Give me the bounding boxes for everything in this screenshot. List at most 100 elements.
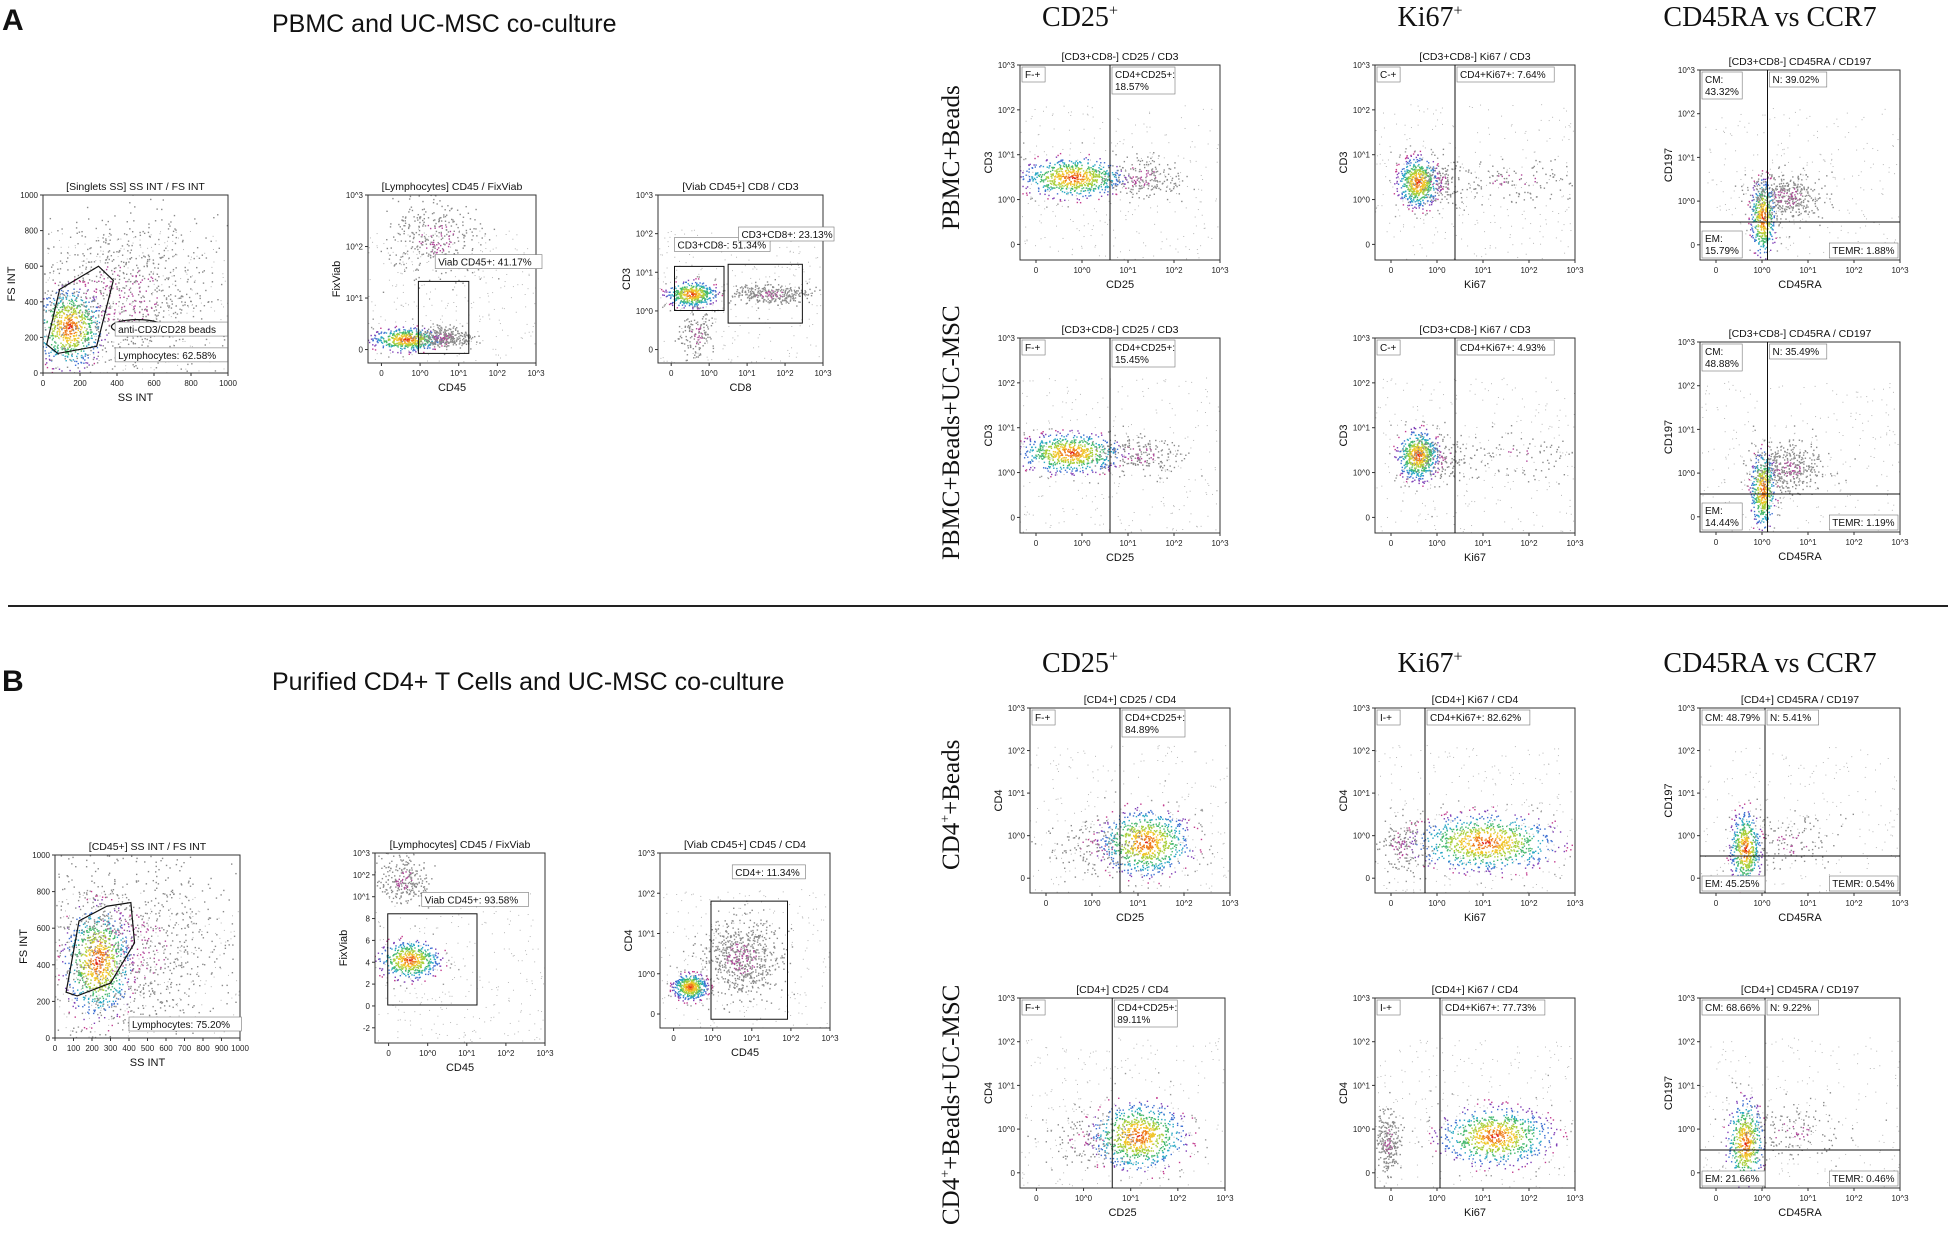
data-point (427, 255, 430, 257)
data-point (1141, 180, 1143, 182)
data-point (420, 337, 423, 339)
data-point (467, 269, 469, 272)
data-point (691, 264, 693, 266)
data-point (450, 246, 452, 248)
data-point (114, 309, 116, 311)
data-point (689, 346, 692, 349)
data-point (49, 359, 51, 362)
data-point (663, 272, 665, 274)
data-point (101, 349, 104, 351)
y-tick-label: 800 (25, 227, 39, 236)
data-point (109, 305, 111, 308)
data-point (80, 335, 82, 337)
data-point (395, 321, 397, 323)
data-point (61, 348, 63, 351)
data-point (1113, 229, 1115, 231)
data-point (1183, 157, 1185, 159)
data-point (89, 371, 92, 373)
data-point (57, 321, 59, 324)
data-point (1063, 162, 1066, 164)
data-point (433, 346, 436, 348)
data-point (696, 296, 698, 299)
data-point (99, 306, 101, 309)
data-point (139, 290, 141, 293)
data-point (72, 334, 75, 337)
data-point (440, 338, 443, 341)
data-point (65, 322, 68, 325)
data-point (48, 297, 50, 299)
data-point (162, 388, 163, 389)
data-point (374, 345, 376, 347)
data-point (56, 335, 59, 337)
data-point (121, 306, 123, 309)
data-point (458, 231, 460, 233)
data-point (423, 235, 426, 238)
data-point (1038, 204, 1040, 206)
data-point (1115, 130, 1117, 132)
data-point (679, 302, 681, 304)
data-point (692, 292, 695, 294)
data-point (110, 280, 112, 283)
data-point (78, 231, 81, 233)
data-point (222, 276, 224, 278)
data-point (139, 286, 141, 288)
data-point (396, 335, 398, 337)
data-point (784, 285, 786, 287)
data-point (160, 231, 162, 233)
data-point (1049, 180, 1051, 182)
data-point (69, 323, 72, 326)
data-point (106, 383, 107, 384)
data-point (798, 246, 800, 248)
data-point (85, 330, 87, 332)
data-point (117, 256, 119, 258)
data-point (165, 260, 167, 262)
data-point (1038, 133, 1040, 135)
data-point (448, 342, 450, 344)
data-point (189, 230, 191, 232)
data-point (409, 208, 411, 211)
data-point (380, 250, 383, 253)
data-point (418, 276, 420, 279)
data-point (82, 323, 84, 325)
data-point (66, 252, 69, 254)
data-point (38, 306, 39, 307)
data-point (120, 311, 122, 313)
data-point (89, 324, 91, 327)
data-point (374, 304, 376, 306)
data-point (712, 302, 714, 304)
data-point (235, 267, 236, 268)
data-point (1058, 164, 1061, 166)
data-point (777, 289, 779, 291)
data-point (799, 251, 801, 253)
data-point (458, 343, 461, 345)
data-point (389, 335, 391, 337)
data-point (526, 323, 528, 325)
section-divider (8, 605, 1948, 607)
data-point (434, 245, 436, 247)
data-point (665, 289, 667, 291)
data-point (402, 261, 404, 263)
data-point (401, 340, 404, 343)
data-point (410, 327, 412, 329)
data-point (54, 325, 57, 327)
data-point (57, 230, 59, 232)
data-point (191, 304, 193, 306)
data-point (392, 345, 395, 347)
data-point (770, 284, 772, 286)
data-point (139, 300, 141, 303)
data-point (41, 304, 42, 305)
data-point (754, 294, 756, 296)
data-point (146, 321, 148, 323)
data-point (427, 336, 429, 339)
data-point (86, 366, 88, 368)
data-point (142, 252, 144, 254)
data-point (156, 279, 158, 282)
data-point (675, 289, 678, 292)
data-point (390, 330, 392, 332)
data-point (462, 342, 465, 345)
data-point (104, 384, 105, 385)
data-point (33, 280, 34, 281)
data-point (418, 341, 420, 343)
data-point (382, 346, 384, 349)
data-point (1216, 161, 1218, 163)
